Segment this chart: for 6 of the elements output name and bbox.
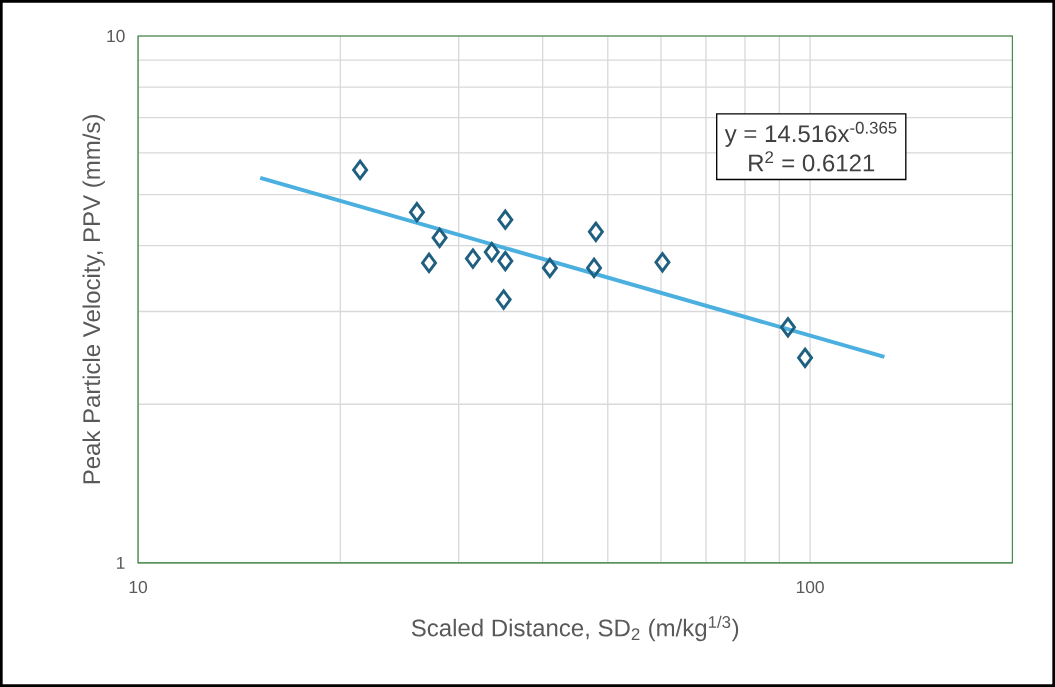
y-axis-title: Peak Particle Velocity, PPV (mm/s) [82,115,105,484]
x-tick-label: 100 [796,580,824,594]
annotation: R$^{2}$ = 0.6121 [749,151,875,172]
x-axis-title: Scaled Distance, SD$_{2}$ (m/kg$^{1/3}$) [411,615,739,642]
y-tick-label: 1 [117,556,125,569]
annotation: y = 14.516x$^{-0.365}$ [724,121,897,147]
